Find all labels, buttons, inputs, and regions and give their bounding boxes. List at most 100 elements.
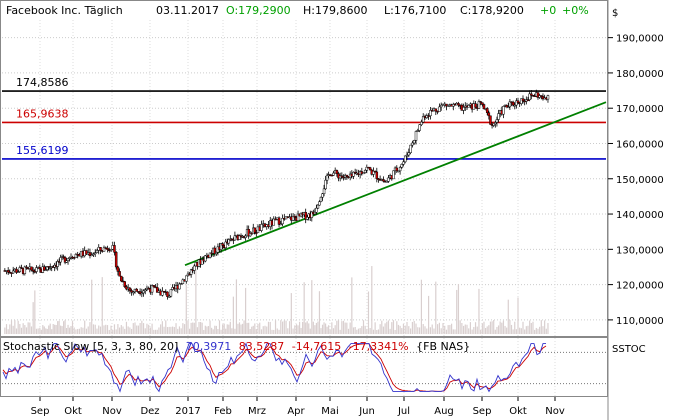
candle-body bbox=[416, 130, 420, 132]
candle-body bbox=[25, 266, 28, 269]
candle-body bbox=[305, 216, 309, 220]
x-axis: Sep Okt Nov Dez 2017 Feb Mrz Apr Mai Jun Jul Aug Sep… bbox=[31, 397, 565, 417]
candle-body bbox=[92, 253, 95, 256]
candle-body bbox=[485, 108, 489, 113]
candle-body bbox=[414, 131, 418, 141]
candle-body bbox=[304, 212, 307, 220]
candle-body bbox=[30, 266, 33, 271]
candle-body bbox=[224, 241, 227, 248]
candle-body bbox=[324, 179, 327, 190]
candle-body bbox=[293, 215, 297, 218]
candle-body bbox=[179, 283, 183, 285]
open-value: O:179,2900 bbox=[226, 4, 291, 17]
candle-body bbox=[15, 268, 18, 273]
y-tick-label: 190,0000 bbox=[616, 34, 664, 45]
candle-body bbox=[520, 98, 523, 104]
candle-body bbox=[43, 266, 46, 271]
candle-body bbox=[181, 279, 185, 284]
candle-body bbox=[409, 144, 412, 153]
candle-body bbox=[495, 119, 499, 123]
candle-body bbox=[375, 171, 379, 179]
candle-body bbox=[315, 207, 318, 213]
candle-body bbox=[11, 270, 15, 274]
candle-body bbox=[56, 261, 59, 267]
candle-body bbox=[321, 193, 324, 198]
candle-body bbox=[93, 252, 97, 255]
candle-body bbox=[233, 235, 237, 241]
x-tick-label: 2017 bbox=[175, 406, 200, 417]
candle-body bbox=[123, 281, 126, 287]
candle-body bbox=[479, 101, 482, 103]
candle-body bbox=[65, 260, 68, 263]
candle-body bbox=[281, 218, 284, 225]
candle-body bbox=[330, 174, 334, 177]
y-tick-label: 110,0000 bbox=[616, 316, 664, 327]
candle-body bbox=[35, 267, 38, 272]
x-tick-label: Okt bbox=[509, 406, 527, 417]
candle-body bbox=[507, 106, 510, 109]
candle-body bbox=[412, 140, 416, 144]
candle-body bbox=[427, 115, 430, 117]
candle-body bbox=[335, 170, 339, 174]
candle-body bbox=[291, 215, 295, 221]
candle-body bbox=[20, 267, 23, 269]
candle-body bbox=[400, 164, 404, 168]
candle-body bbox=[515, 100, 518, 106]
chart-header: Facebook Inc. Täglich 03.11.2017 O:179,2… bbox=[6, 4, 589, 17]
x-tick-label: Mai bbox=[321, 406, 339, 417]
candle-body bbox=[313, 211, 317, 215]
trendline bbox=[184, 101, 607, 267]
candle-body bbox=[530, 93, 533, 96]
candle-body bbox=[467, 105, 470, 108]
candle-body bbox=[221, 243, 224, 246]
candle-body bbox=[16, 271, 20, 273]
candle-body bbox=[521, 98, 525, 102]
candle-body bbox=[497, 113, 500, 120]
x-tick-label: Jun bbox=[358, 406, 375, 417]
high-value: H:179,8600 bbox=[303, 4, 367, 17]
candle-body bbox=[372, 170, 375, 175]
date-label: 03.11.2017 bbox=[156, 4, 219, 17]
candle-body bbox=[130, 290, 133, 293]
candle-body bbox=[227, 239, 231, 244]
candle-body bbox=[132, 291, 135, 294]
stochastic-indicator bbox=[2, 342, 606, 393]
candle-body bbox=[482, 104, 486, 110]
x-tick-label: Jul bbox=[397, 406, 410, 417]
candle-body bbox=[272, 218, 276, 226]
candle-body bbox=[387, 177, 390, 182]
candle-body bbox=[502, 106, 505, 115]
x-tick-label: Feb bbox=[214, 406, 232, 417]
candle-body bbox=[253, 227, 257, 233]
candle-body bbox=[128, 287, 132, 291]
level-label: 174,8586 bbox=[16, 76, 69, 89]
x-tick-label: Apr bbox=[287, 406, 305, 417]
y-tick-label: 130,0000 bbox=[616, 245, 664, 256]
candle-body bbox=[411, 142, 414, 146]
candle-body bbox=[213, 247, 217, 255]
candle-body bbox=[161, 290, 164, 296]
candle-body bbox=[279, 223, 283, 226]
candle-body bbox=[46, 266, 49, 270]
candle-body bbox=[135, 288, 138, 292]
change-value: +0 bbox=[540, 4, 556, 17]
candle-body bbox=[238, 235, 241, 240]
candle-body bbox=[398, 167, 402, 172]
candle-body bbox=[185, 275, 188, 282]
candle-body bbox=[118, 271, 121, 277]
y-tick-label: 180,0000 bbox=[616, 69, 664, 80]
candle-body bbox=[44, 269, 48, 271]
candle-body bbox=[204, 255, 207, 262]
candle-body bbox=[395, 167, 399, 172]
candle-body bbox=[418, 124, 421, 131]
low-value: L:176,7100 bbox=[384, 4, 446, 17]
candle-body bbox=[462, 107, 465, 111]
x-tick-label: Aug bbox=[434, 406, 454, 417]
change-percent: +0% bbox=[562, 4, 589, 17]
x-tick-label: Sep bbox=[473, 406, 492, 417]
candle-body bbox=[481, 102, 484, 105]
support-resistance-lines: 174,8586 165,9638 155,6199 bbox=[2, 76, 607, 267]
candle-body bbox=[140, 292, 144, 295]
candle-body bbox=[142, 290, 145, 294]
candle-body bbox=[494, 122, 497, 125]
